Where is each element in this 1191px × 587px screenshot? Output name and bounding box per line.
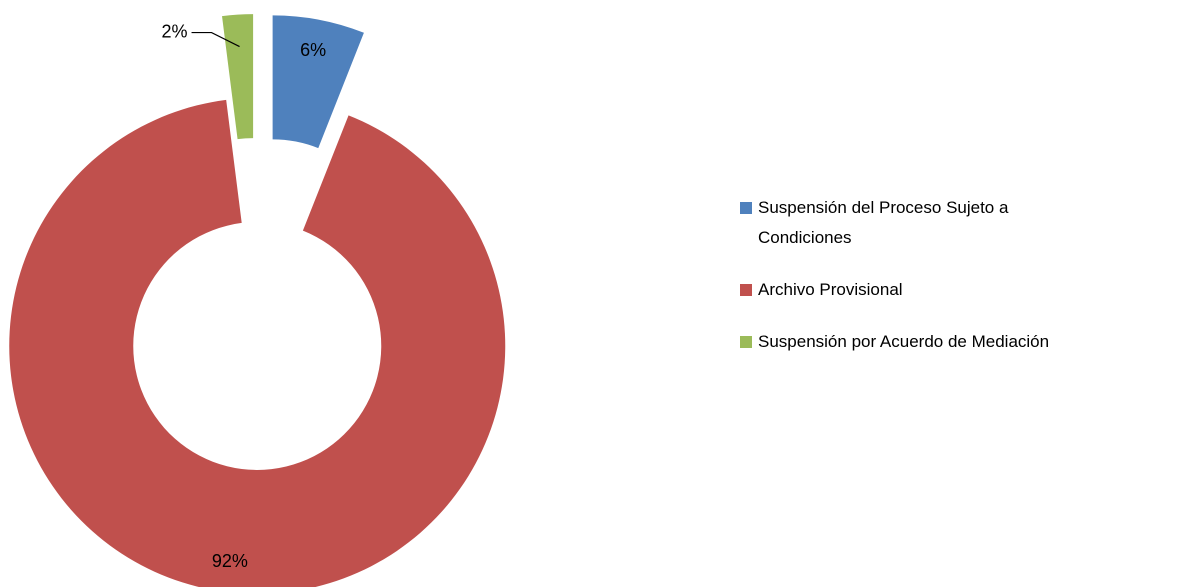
legend-item: Archivo Provisional — [740, 275, 1088, 305]
chart: 6% 92% 2% — [9, 14, 506, 587]
legend-item: Suspensión del Proceso Sujeto a Condicio… — [740, 193, 1088, 253]
legend-item: Suspensión por Acuerdo de Mediación — [740, 327, 1088, 357]
data-label: 2% — [162, 21, 188, 41]
legend-swatch — [740, 336, 752, 348]
legend-label: Suspensión por Acuerdo de Mediación — [758, 332, 1050, 351]
leader-line — [191, 31, 240, 48]
legend-swatch — [740, 284, 752, 296]
legend: Suspensión del Proceso Sujeto a Condicio… — [740, 193, 1088, 379]
legend-swatch — [740, 202, 752, 214]
data-label: 6% — [300, 40, 326, 60]
legend-label: Suspensión del Proceso Sujeto a Condicio… — [758, 198, 1009, 247]
slice — [222, 14, 254, 140]
legend-label: Archivo Provisional — [758, 280, 903, 299]
slice — [272, 15, 364, 149]
slice — [9, 99, 506, 587]
data-label: 92% — [212, 551, 248, 571]
